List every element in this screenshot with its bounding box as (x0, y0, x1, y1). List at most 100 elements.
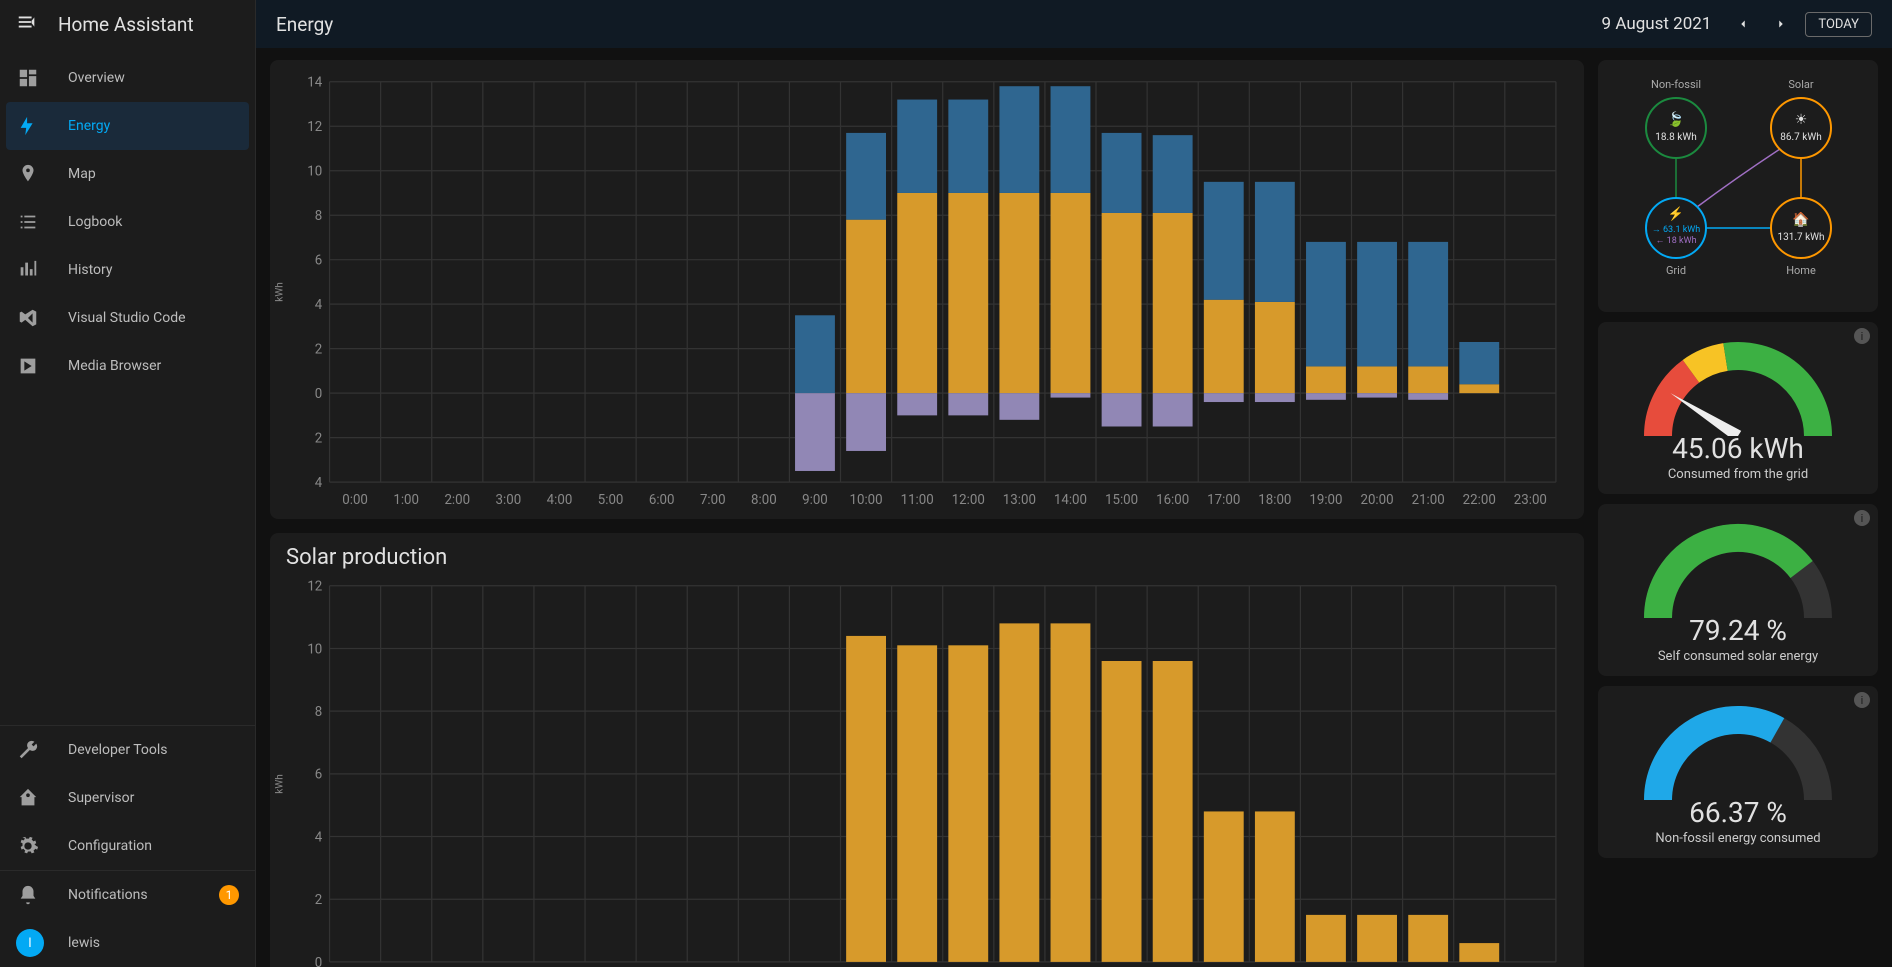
svg-text:17:00: 17:00 (1207, 493, 1240, 508)
chart-icon (16, 258, 40, 282)
svg-text:16:00: 16:00 (1156, 493, 1189, 508)
svg-text:20:00: 20:00 (1360, 493, 1393, 508)
menu-icon[interactable] (16, 11, 38, 38)
dashboard-icon (16, 66, 40, 90)
svg-text:4: 4 (315, 476, 323, 491)
svg-text:5:00: 5:00 (598, 493, 624, 508)
gauge-grid-consumption: i 45.06 kWh Consumed from the grid (1598, 322, 1878, 494)
sidebar: Home Assistant Overview Energy Map Logbo… (0, 0, 256, 967)
info-icon[interactable]: i (1854, 328, 1870, 344)
sidebar-item-history[interactable]: History (0, 246, 255, 294)
sidebar-item-label: Overview (68, 70, 125, 86)
sidebar-item-vscode[interactable]: Visual Studio Code (0, 294, 255, 342)
map-icon (16, 162, 40, 186)
svg-text:⚡: ⚡ (1668, 206, 1684, 222)
charts-column: kWh 42024681012140:001:002:003:004:005:0… (270, 60, 1584, 955)
svg-text:15:00: 15:00 (1105, 493, 1138, 508)
sidebar-item-label: Visual Studio Code (68, 310, 186, 326)
svg-text:86.7 kWh: 86.7 kWh (1780, 132, 1821, 143)
sidebar-item-label: lewis (68, 935, 100, 951)
sidebar-item-user[interactable]: l lewis (0, 919, 255, 967)
sidebar-item-overview[interactable]: Overview (0, 54, 255, 102)
svg-text:11:00: 11:00 (901, 493, 934, 508)
gauge-value: 45.06 kWh (1608, 432, 1868, 465)
date-display: 9 August 2021 (1602, 14, 1712, 34)
sidebar-item-energy[interactable]: Energy (6, 102, 249, 150)
vscode-icon (16, 306, 40, 330)
svg-text:18.8 kWh: 18.8 kWh (1655, 132, 1696, 143)
energy-flow-card: 🍃18.8 kWhNon-fossil☀86.7 kWhSolar⚡→ 63.1… (1598, 60, 1878, 312)
info-icon[interactable]: i (1854, 692, 1870, 708)
sidebar-header: Home Assistant (0, 0, 255, 48)
gauge-label: Self consumed solar energy (1608, 649, 1868, 664)
svg-text:9:00: 9:00 (802, 493, 828, 508)
svg-text:1:00: 1:00 (393, 493, 419, 508)
gauge-value: 79.24 % (1608, 614, 1868, 647)
info-icon[interactable]: i (1854, 510, 1870, 526)
sidebar-item-label: Energy (68, 118, 110, 134)
svg-text:← 18 kWh: ← 18 kWh (1655, 236, 1696, 246)
sidebar-item-label: Configuration (68, 838, 152, 854)
main: Energy 9 August 2021 TODAY kWh 420246810… (256, 0, 1892, 967)
svg-text:14:00: 14:00 (1054, 493, 1087, 508)
svg-text:19:00: 19:00 (1309, 493, 1342, 508)
bolt-icon (16, 114, 40, 138)
gauge-value: 66.37 % (1608, 796, 1868, 829)
svg-text:10: 10 (307, 643, 322, 658)
gauge-self-consumed: i 79.24 % Self consumed solar energy (1598, 504, 1878, 676)
sidebar-item-map[interactable]: Map (0, 150, 255, 198)
svg-text:0: 0 (315, 387, 322, 402)
wrench-icon (16, 738, 40, 762)
svg-text:13:00: 13:00 (1003, 493, 1036, 508)
sidebar-item-logbook[interactable]: Logbook (0, 198, 255, 246)
gauge-svg (1618, 336, 1858, 436)
sidebar-item-notifications[interactable]: Notifications 1 (0, 871, 255, 919)
today-button[interactable]: TODAY (1805, 12, 1872, 37)
svg-text:23:00: 23:00 (1514, 493, 1547, 508)
bell-icon (16, 883, 40, 907)
gauge-nonfossil: i 66.37 % Non-fossil energy consumed (1598, 686, 1878, 858)
svg-text:6: 6 (315, 254, 322, 269)
gauge-svg (1618, 700, 1858, 800)
svg-text:12: 12 (307, 120, 322, 135)
svg-text:22:00: 22:00 (1463, 493, 1496, 508)
svg-text:4: 4 (315, 831, 323, 846)
svg-text:6: 6 (315, 768, 322, 783)
sidebar-item-label: Media Browser (68, 358, 161, 374)
topbar-right: 9 August 2021 TODAY (1602, 10, 1872, 38)
svg-text:3:00: 3:00 (496, 493, 522, 508)
svg-text:0: 0 (315, 956, 322, 967)
sidebar-item-label: Map (68, 166, 96, 182)
svg-text:6:00: 6:00 (649, 493, 675, 508)
svg-text:14: 14 (307, 76, 322, 91)
prev-day-button[interactable] (1729, 10, 1757, 38)
page-title: Energy (276, 13, 333, 36)
sidebar-item-label: Developer Tools (68, 742, 168, 758)
ha-icon (16, 786, 40, 810)
svg-text:4: 4 (315, 298, 323, 313)
gear-icon (16, 834, 40, 858)
play-icon (16, 354, 40, 378)
app-title: Home Assistant (58, 13, 194, 36)
svg-text:21:00: 21:00 (1412, 493, 1445, 508)
svg-text:Home: Home (1786, 264, 1816, 277)
next-day-button[interactable] (1767, 10, 1795, 38)
energy-usage-card: kWh 42024681012140:001:002:003:004:005:0… (270, 60, 1584, 519)
svg-text:18:00: 18:00 (1258, 493, 1291, 508)
svg-text:8:00: 8:00 (751, 493, 777, 508)
svg-text:2: 2 (315, 431, 323, 446)
sidebar-item-devtools[interactable]: Developer Tools (0, 726, 255, 774)
sidebar-item-supervisor[interactable]: Supervisor (0, 774, 255, 822)
solar-production-card: Solar production kWh 0246810120:001:002:… (270, 533, 1584, 967)
svg-text:→ 63.1 kWh: → 63.1 kWh (1652, 225, 1701, 235)
topbar: Energy 9 August 2021 TODAY (256, 0, 1892, 48)
sidebar-item-label: Supervisor (68, 790, 134, 806)
sidebar-item-media[interactable]: Media Browser (0, 342, 255, 390)
svg-text:12:00: 12:00 (952, 493, 985, 508)
content: kWh 42024681012140:001:002:003:004:005:0… (256, 48, 1892, 967)
svg-text:131.7 kWh: 131.7 kWh (1777, 232, 1824, 243)
sidebar-item-label: History (68, 262, 113, 278)
svg-text:Solar: Solar (1788, 78, 1813, 91)
sidebar-item-config[interactable]: Configuration (0, 822, 255, 870)
svg-text:0:00: 0:00 (342, 493, 368, 508)
